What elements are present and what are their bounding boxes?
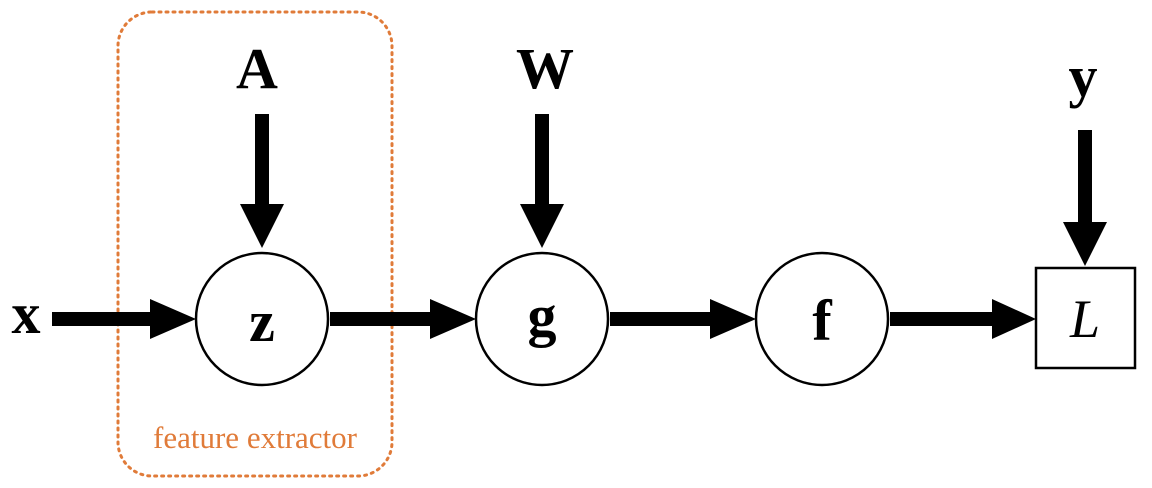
input-y-label: y	[1069, 44, 1098, 109]
edge-x-to-z	[52, 299, 196, 339]
edge-a-to-z	[240, 114, 284, 248]
node-f: f	[754, 251, 890, 387]
node-loss-label: L	[1069, 289, 1100, 349]
node-g-label: g	[528, 283, 557, 348]
feature-extractor-group-box	[116, 10, 394, 478]
node-f-label: f	[812, 288, 832, 353]
input-x-label: x	[12, 281, 41, 346]
input-w-label: W	[516, 36, 574, 101]
edge-w-to-g	[520, 114, 564, 248]
node-loss-box	[1034, 266, 1137, 370]
node-z-circle	[194, 251, 330, 387]
node-f-circle	[754, 251, 890, 387]
node-g-circle	[474, 251, 610, 387]
feature-extractor-label: feature extractor	[153, 420, 358, 455]
node-z: z	[194, 251, 330, 387]
edge-f-to-l	[890, 299, 1036, 339]
node-g: g	[474, 251, 610, 387]
edge-y-to-l	[1063, 130, 1107, 266]
edge-g-to-f	[610, 299, 756, 339]
input-a-label: A	[236, 36, 278, 101]
node-loss: L	[1034, 266, 1137, 370]
edge-z-to-g	[330, 299, 476, 339]
node-z-label: z	[249, 289, 275, 354]
